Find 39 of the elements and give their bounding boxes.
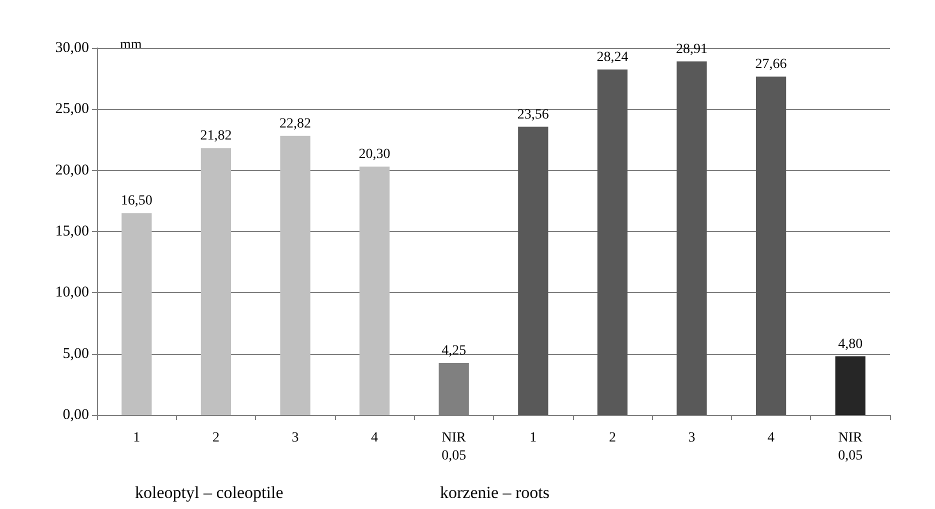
y-tick-label: 5,00	[62, 346, 89, 362]
y-tick-label: 15,00	[55, 224, 89, 240]
y-tick-label: 25,00	[55, 101, 89, 118]
x-tick-label: 1	[530, 430, 537, 446]
bar	[676, 61, 707, 415]
data-label: 28,24	[596, 50, 628, 66]
data-label: 27,66	[755, 57, 787, 72]
y-tick-label: 0,00	[62, 407, 89, 423]
data-label: 4,80	[838, 336, 863, 352]
data-label: 16,50	[120, 194, 152, 209]
text: koleoptyl – coleoptile	[135, 483, 284, 502]
x-tick-label: NIR 0,05	[838, 430, 864, 464]
y-tick-label: 20,00	[55, 162, 89, 178]
x-tick-label: 2	[608, 430, 616, 446]
data-label: 23,56	[517, 107, 549, 122]
x-tick-label: 2	[212, 430, 220, 446]
x-tick-label: 4	[371, 430, 378, 446]
x-tick-label: 1	[133, 430, 140, 446]
y-tick-label: 30,00	[55, 40, 89, 56]
text: korzenie – roots	[440, 483, 550, 502]
bar	[597, 70, 628, 415]
bar	[359, 166, 390, 415]
x-tick-label: NIR 0,05	[442, 430, 467, 464]
x-tick-label: 3	[292, 430, 299, 446]
bar	[518, 126, 548, 415]
bar	[756, 76, 786, 415]
data-label: 22,82	[280, 116, 311, 132]
x-tick-label: 3	[688, 430, 696, 446]
x-tick-label: 4	[768, 430, 775, 446]
y-tick-label: 10,00	[55, 284, 89, 301]
data-label: 28,91	[676, 42, 708, 57]
bar	[122, 213, 152, 415]
data-label: 21,82	[200, 128, 232, 144]
bar	[835, 356, 866, 415]
bar	[438, 363, 469, 415]
data-label: 20,30	[358, 147, 390, 162]
bar	[280, 136, 310, 415]
data-label: 4,25	[442, 344, 466, 359]
bar	[200, 148, 232, 415]
